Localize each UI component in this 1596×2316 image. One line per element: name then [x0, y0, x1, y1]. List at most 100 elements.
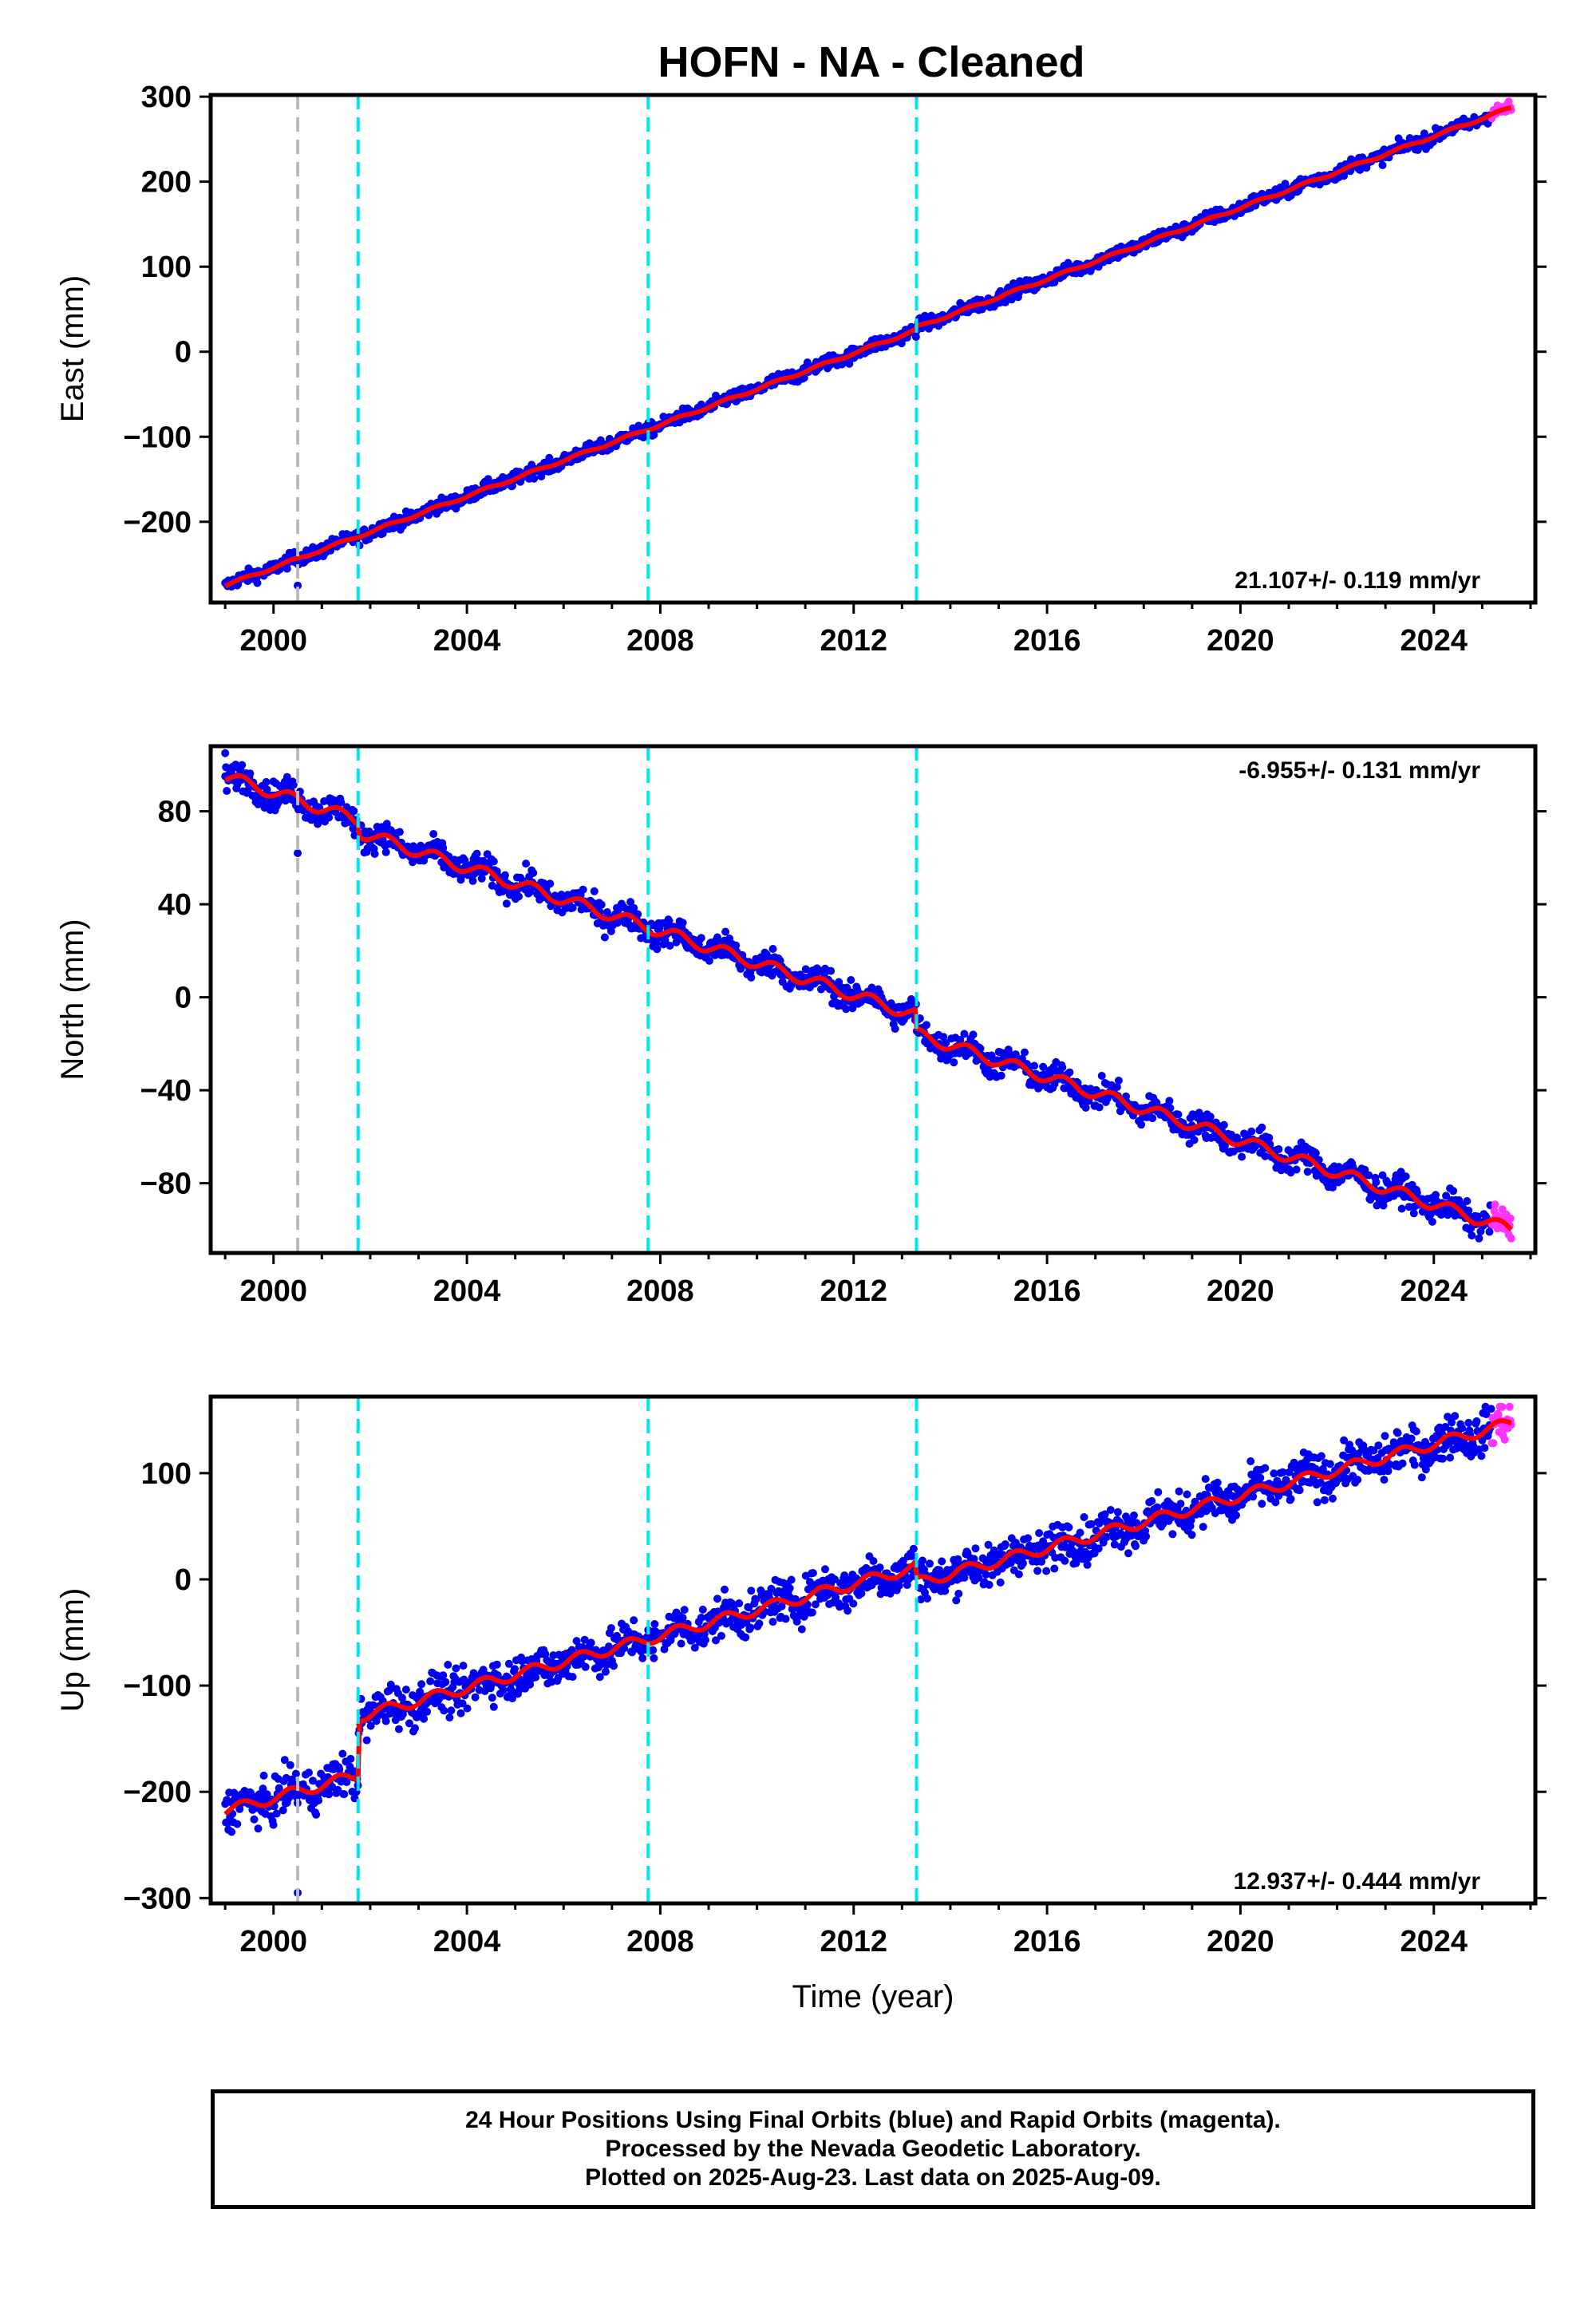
final-orbit-point	[648, 921, 657, 930]
x-tick-label: 2008	[626, 1925, 694, 1958]
final-orbit-point	[938, 1557, 946, 1566]
final-orbit-point	[997, 1071, 1005, 1080]
final-orbit-point	[1035, 1529, 1044, 1537]
final-orbit-point	[1317, 1452, 1325, 1460]
x-tick-label: 2008	[626, 624, 694, 658]
final-orbit-point	[849, 1599, 858, 1608]
north-frame	[208, 744, 1538, 1255]
final-orbit-point	[1220, 1141, 1229, 1150]
up-frame	[208, 1394, 1538, 1906]
final-orbit-point	[1325, 1460, 1334, 1468]
y-tick-label: 200	[141, 166, 192, 200]
final-orbit-point	[1380, 1476, 1389, 1484]
up-y-axis-label: Up (mm)	[55, 1588, 90, 1713]
rapid-orbit-point	[1506, 1214, 1515, 1223]
final-orbit-point	[960, 1030, 969, 1038]
north-y-axis-label: North (mm)	[55, 919, 90, 1080]
final-orbit-point	[1265, 1133, 1274, 1142]
final-orbit-point	[439, 844, 448, 852]
final-orbit-point	[1065, 1068, 1074, 1077]
final-orbit-point	[529, 868, 538, 877]
final-orbit-point	[821, 1565, 829, 1574]
x-tick-label: 2024	[1400, 1275, 1468, 1308]
final-orbit-point	[1148, 1496, 1156, 1505]
y-tick-label: −100	[123, 421, 192, 454]
final-orbit-point	[263, 785, 271, 794]
east-model-line	[223, 105, 1512, 589]
final-orbit-point	[971, 1544, 980, 1553]
final-orbit-point	[1011, 1050, 1020, 1059]
y-tick-label: −80	[140, 1168, 192, 1201]
final-orbit-point	[312, 1810, 321, 1819]
final-orbit-point	[1468, 1231, 1476, 1240]
final-orbit-point	[604, 1642, 613, 1651]
final-orbit-point	[1475, 1234, 1483, 1243]
footer-line-3: Plotted on 2025-Aug-23. Last data on 202…	[585, 2164, 1161, 2191]
x-tick-label: 2020	[1207, 1275, 1274, 1308]
final-orbit-point	[416, 1687, 425, 1696]
final-orbit-point	[572, 1637, 581, 1646]
final-orbit-point	[381, 848, 390, 856]
final-orbit-point	[381, 1717, 390, 1725]
final-orbit-point	[974, 1574, 983, 1583]
final-orbit-point	[1087, 1520, 1096, 1528]
final-orbit-point	[1219, 1120, 1228, 1129]
final-orbit-point	[280, 1756, 289, 1765]
final-orbit-point	[458, 1699, 467, 1708]
x-tick-label: 2012	[820, 624, 887, 658]
final-orbit-point	[712, 1636, 720, 1645]
final-orbit-point	[1137, 1120, 1146, 1129]
final-orbit-point	[1206, 1113, 1215, 1121]
final-orbit-point	[1439, 1454, 1447, 1463]
final-orbit-point	[811, 1600, 820, 1609]
rapid-orbit-point	[1489, 1439, 1498, 1448]
final-orbit-point	[587, 1638, 595, 1647]
final-orbit-point	[1113, 1508, 1122, 1516]
final-orbit-point	[1485, 1227, 1494, 1236]
final-orbit-point	[1378, 161, 1387, 169]
final-orbit-point	[1442, 1192, 1451, 1200]
final-orbit-point	[677, 1639, 685, 1648]
final-orbit-point	[665, 916, 674, 925]
x-tick-label: 2024	[1400, 1925, 1468, 1958]
final-orbit-point	[1004, 1045, 1013, 1054]
final-orbit-point	[1152, 1098, 1161, 1107]
final-orbit-point	[768, 945, 777, 953]
final-orbit-point	[235, 1804, 244, 1813]
final-orbit-point	[472, 849, 481, 858]
final-orbit-point	[1446, 1453, 1455, 1462]
final-orbit-point	[259, 1784, 267, 1793]
final-orbit-point	[429, 830, 438, 838]
final-orbit-point	[1024, 1534, 1032, 1543]
final-orbit-point	[1110, 1540, 1119, 1549]
final-orbit-point	[1166, 1104, 1175, 1113]
final-orbit-point	[620, 1644, 629, 1653]
final-orbit-point	[1033, 1567, 1042, 1575]
final-orbit-point	[652, 939, 661, 947]
final-orbit-point	[346, 1754, 355, 1763]
final-orbit-point	[1039, 1062, 1048, 1071]
final-orbit-point	[1083, 1560, 1092, 1569]
final-orbit-point	[1412, 1188, 1421, 1197]
final-orbit-point	[471, 1693, 480, 1701]
final-orbit-point	[1365, 1171, 1373, 1180]
x-tick-label: 2024	[1400, 624, 1468, 658]
final-orbit-point	[401, 1686, 410, 1694]
final-orbit-point	[1393, 1429, 1402, 1437]
final-orbit-point	[1187, 1531, 1196, 1539]
final-orbit-point	[398, 1710, 407, 1718]
final-orbit-point	[600, 933, 609, 942]
y-tick-label: 0	[175, 982, 192, 1015]
final-orbit-point	[1191, 1497, 1199, 1506]
east-frame	[208, 93, 1538, 605]
rapid-orbit-point	[1498, 1403, 1507, 1411]
final-orbit-point	[698, 1605, 707, 1614]
final-orbit-point	[797, 1625, 806, 1634]
outlier-point	[294, 581, 302, 590]
final-orbit-point	[857, 1589, 866, 1598]
final-orbit-point	[610, 1662, 618, 1670]
panel-north: 2000 2004 2008 2012 2016 2020 202480400−40−80N…	[55, 744, 1547, 1308]
final-orbit-point	[1130, 1511, 1138, 1520]
final-orbit-point	[745, 1603, 753, 1612]
